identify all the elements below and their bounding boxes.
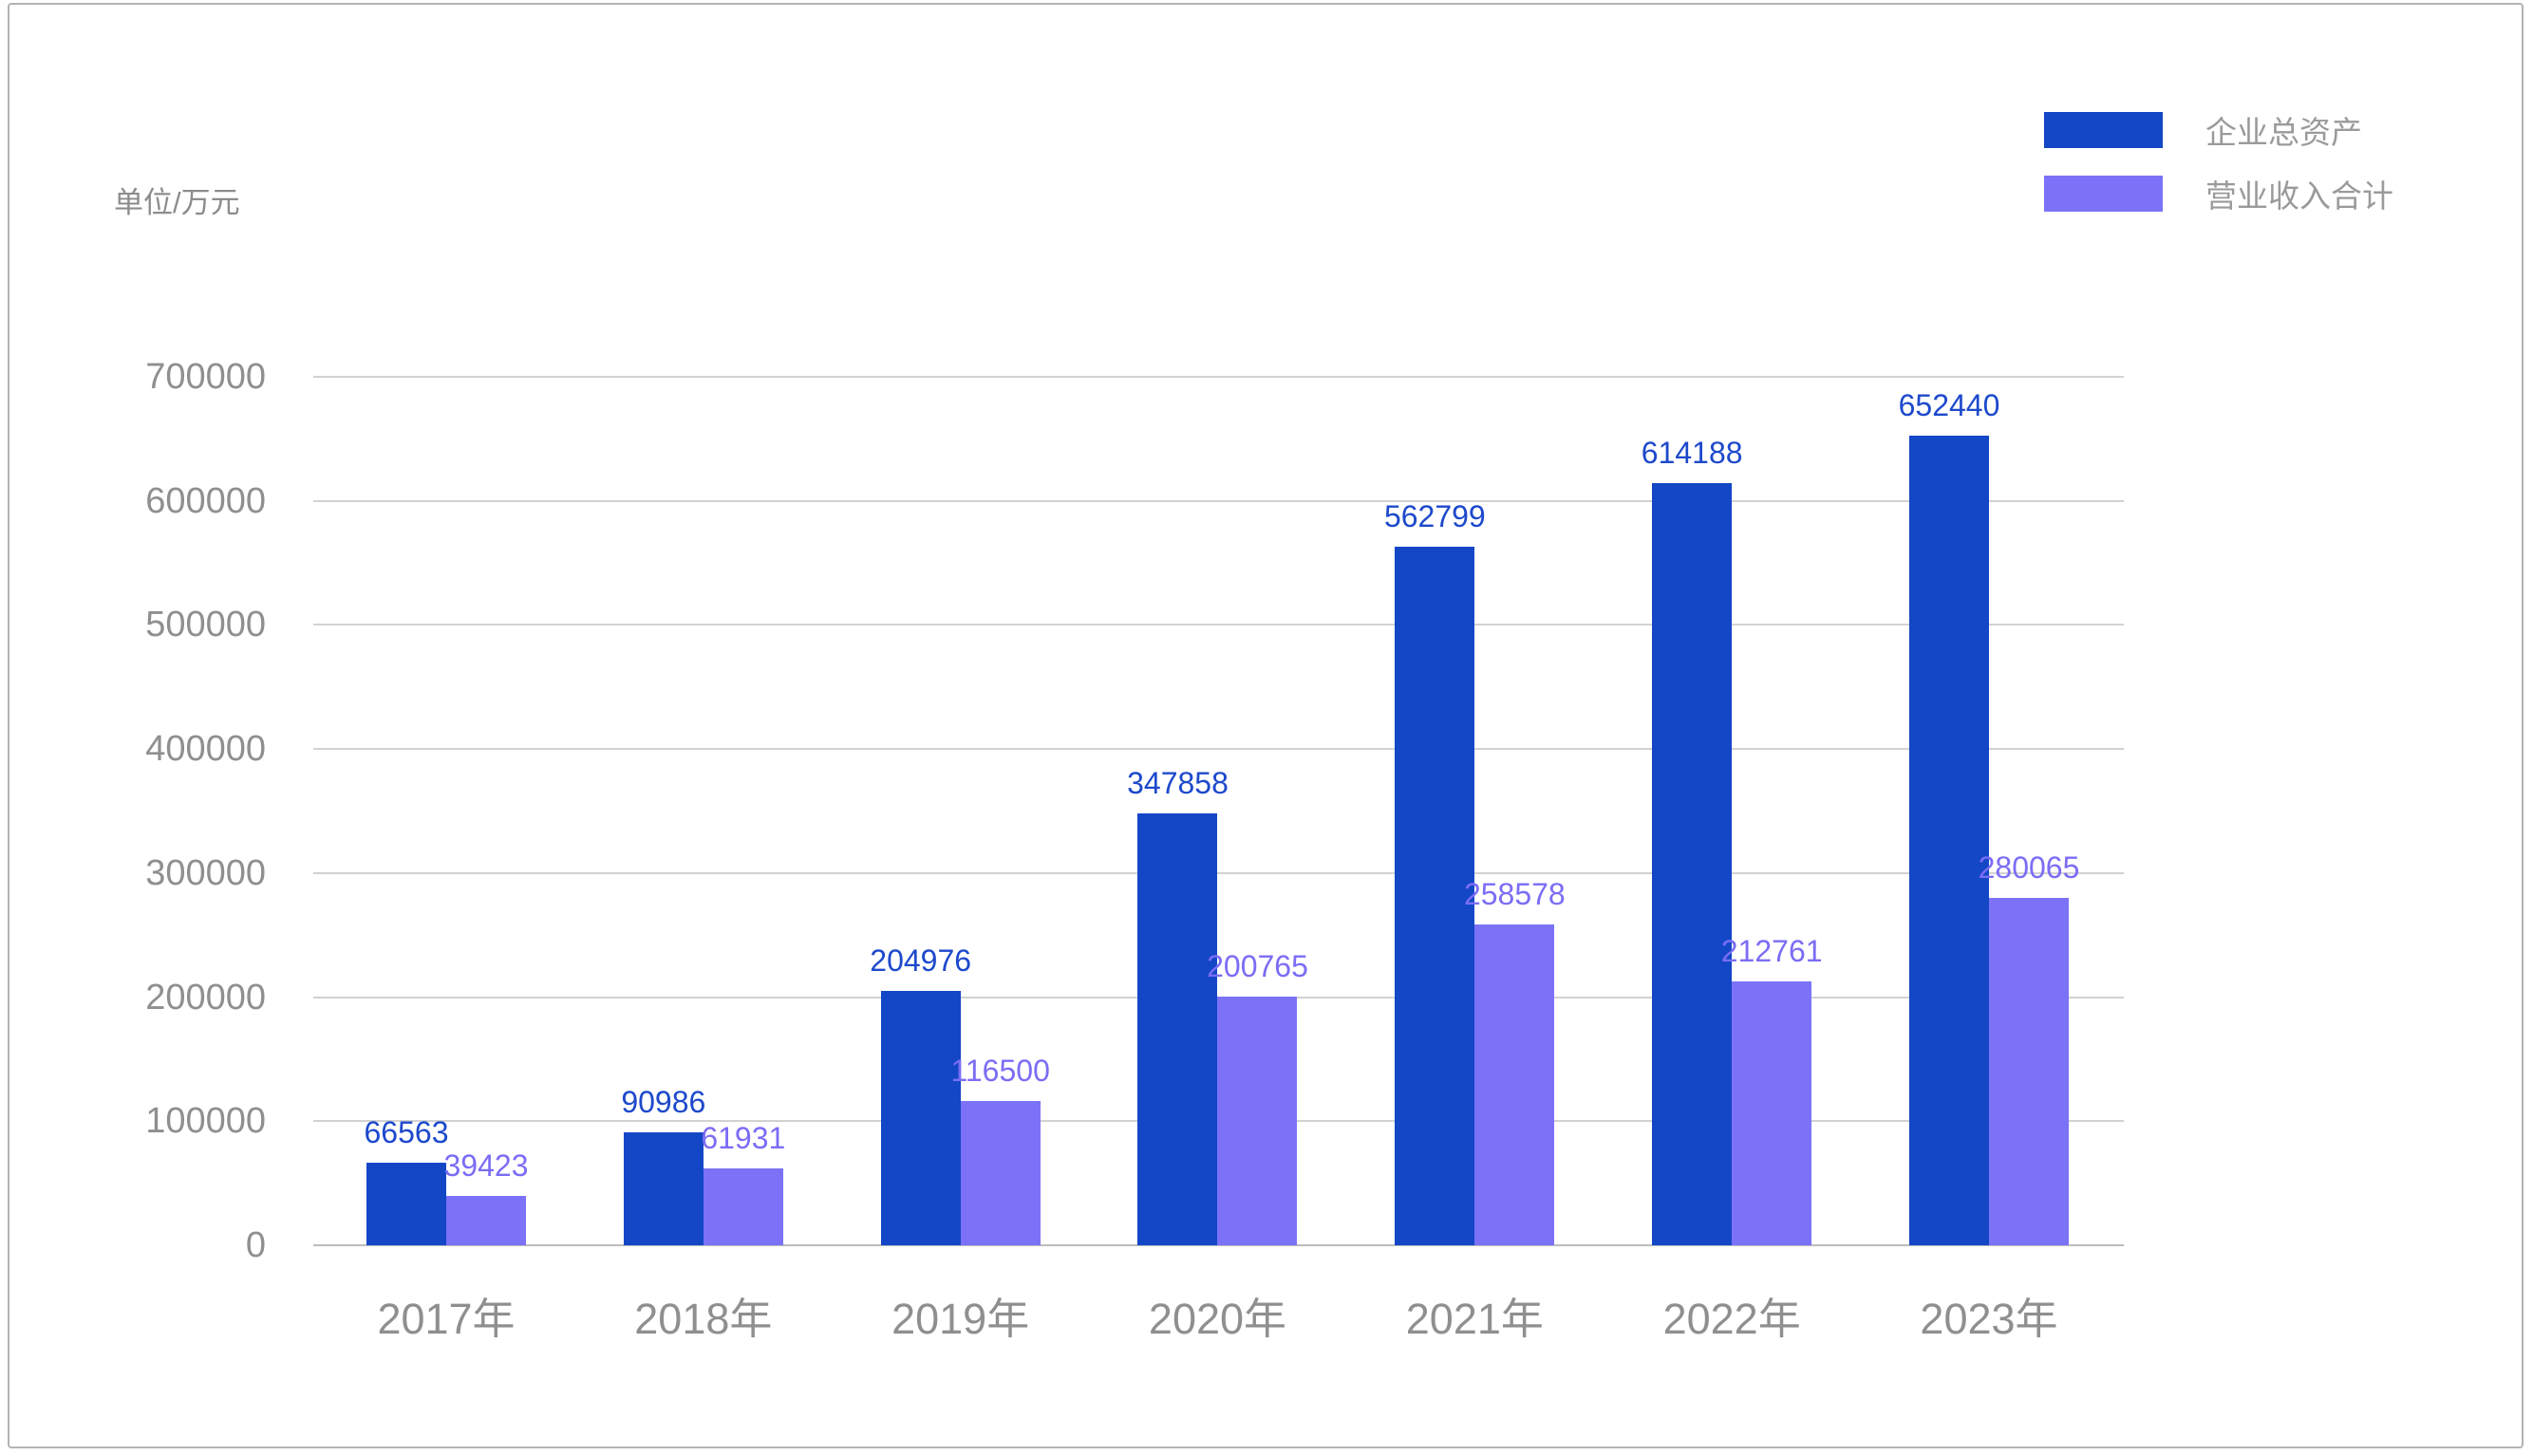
bar-operating-revenue-2017 bbox=[446, 1196, 526, 1245]
bar-total-assets-2021 bbox=[1395, 547, 1475, 1245]
x-label-2019: 2019年 bbox=[891, 1295, 1030, 1343]
y-tick-label-200000: 200000 bbox=[145, 977, 266, 1017]
y-tick-label-400000: 400000 bbox=[145, 729, 266, 770]
bar-operating-revenue-2018 bbox=[703, 1168, 783, 1245]
gridline-600000 bbox=[313, 499, 2124, 502]
window-border bbox=[8, 3, 2524, 1448]
y-tick-label-700000: 700000 bbox=[145, 357, 266, 397]
gridline-0 bbox=[313, 1244, 2124, 1246]
legend-item-total-assets: 企业总资产 bbox=[2044, 112, 2393, 150]
x-label-2022: 2022年 bbox=[1662, 1295, 1801, 1343]
bar-value-label-operating-revenue-2017: 39423 bbox=[443, 1148, 529, 1184]
bar-total-assets-2022 bbox=[1652, 483, 1733, 1245]
bar-total-assets-2019 bbox=[880, 991, 961, 1245]
bar-operating-revenue-2019 bbox=[960, 1100, 1041, 1245]
x-label-2023: 2023年 bbox=[1920, 1295, 2058, 1343]
legend: 企业总资产 营业收入合计 bbox=[2044, 112, 2393, 239]
bar-value-label-total-assets-2020: 347858 bbox=[1127, 766, 1229, 801]
y-tick-label-600000: 600000 bbox=[145, 480, 266, 521]
bar-value-label-total-assets-2023: 652440 bbox=[1898, 388, 2000, 423]
bar-value-label-operating-revenue-2020: 200765 bbox=[1207, 948, 1308, 983]
gridline-300000 bbox=[313, 871, 2124, 874]
bar-operating-revenue-2020 bbox=[1217, 996, 1298, 1245]
bar-operating-revenue-2023 bbox=[1988, 897, 2069, 1245]
bar-value-label-total-assets-2019: 204976 bbox=[870, 943, 972, 979]
legend-label-operating-revenue: 营业收入合计 bbox=[2205, 178, 2393, 214]
bar-operating-revenue-2022 bbox=[1732, 980, 1812, 1245]
x-label-2018: 2018年 bbox=[634, 1295, 773, 1343]
gridline-400000 bbox=[313, 748, 2124, 751]
bar-value-label-operating-revenue-2023: 280065 bbox=[1978, 849, 2080, 885]
bar-value-label-operating-revenue-2019: 116500 bbox=[950, 1053, 1050, 1088]
gridline-500000 bbox=[313, 624, 2124, 626]
bar-value-label-total-assets-2021: 562799 bbox=[1383, 499, 1486, 534]
bar-total-assets-2020 bbox=[1137, 813, 1218, 1245]
bar-value-label-total-assets-2017: 66563 bbox=[364, 1114, 449, 1149]
x-label-2021: 2021年 bbox=[1405, 1295, 1544, 1343]
y-tick-label-100000: 100000 bbox=[145, 1101, 266, 1142]
y-tick-label-0: 0 bbox=[245, 1225, 266, 1265]
bar-value-label-total-assets-2022: 614188 bbox=[1641, 436, 1743, 471]
legend-swatch-operating-revenue bbox=[2044, 176, 2163, 212]
x-label-2020: 2020年 bbox=[1148, 1295, 1287, 1343]
x-label-2017: 2017年 bbox=[377, 1295, 516, 1343]
bar-value-label-total-assets-2018: 90986 bbox=[621, 1085, 706, 1120]
legend-item-operating-revenue: 营业收入合计 bbox=[2044, 176, 2393, 214]
y-axis-unit-label: 单位/万元 bbox=[114, 186, 240, 219]
bar-total-assets-2023 bbox=[1908, 436, 1989, 1245]
legend-swatch-total-assets bbox=[2044, 112, 2163, 148]
legend-label-total-assets: 企业总资产 bbox=[2205, 115, 2362, 150]
bar-total-assets-2017 bbox=[366, 1162, 446, 1245]
y-tick-label-300000: 300000 bbox=[145, 852, 266, 893]
bar-value-label-operating-revenue-2021: 258578 bbox=[1463, 877, 1566, 911]
bar-value-label-operating-revenue-2018: 61931 bbox=[701, 1121, 786, 1156]
bar-operating-revenue-2021 bbox=[1474, 924, 1555, 1245]
y-tick-label-500000: 500000 bbox=[145, 605, 266, 645]
bar-total-assets-2018 bbox=[623, 1132, 704, 1245]
bar-value-label-operating-revenue-2022: 212761 bbox=[1720, 933, 1823, 968]
gridline-700000 bbox=[313, 376, 2124, 378]
